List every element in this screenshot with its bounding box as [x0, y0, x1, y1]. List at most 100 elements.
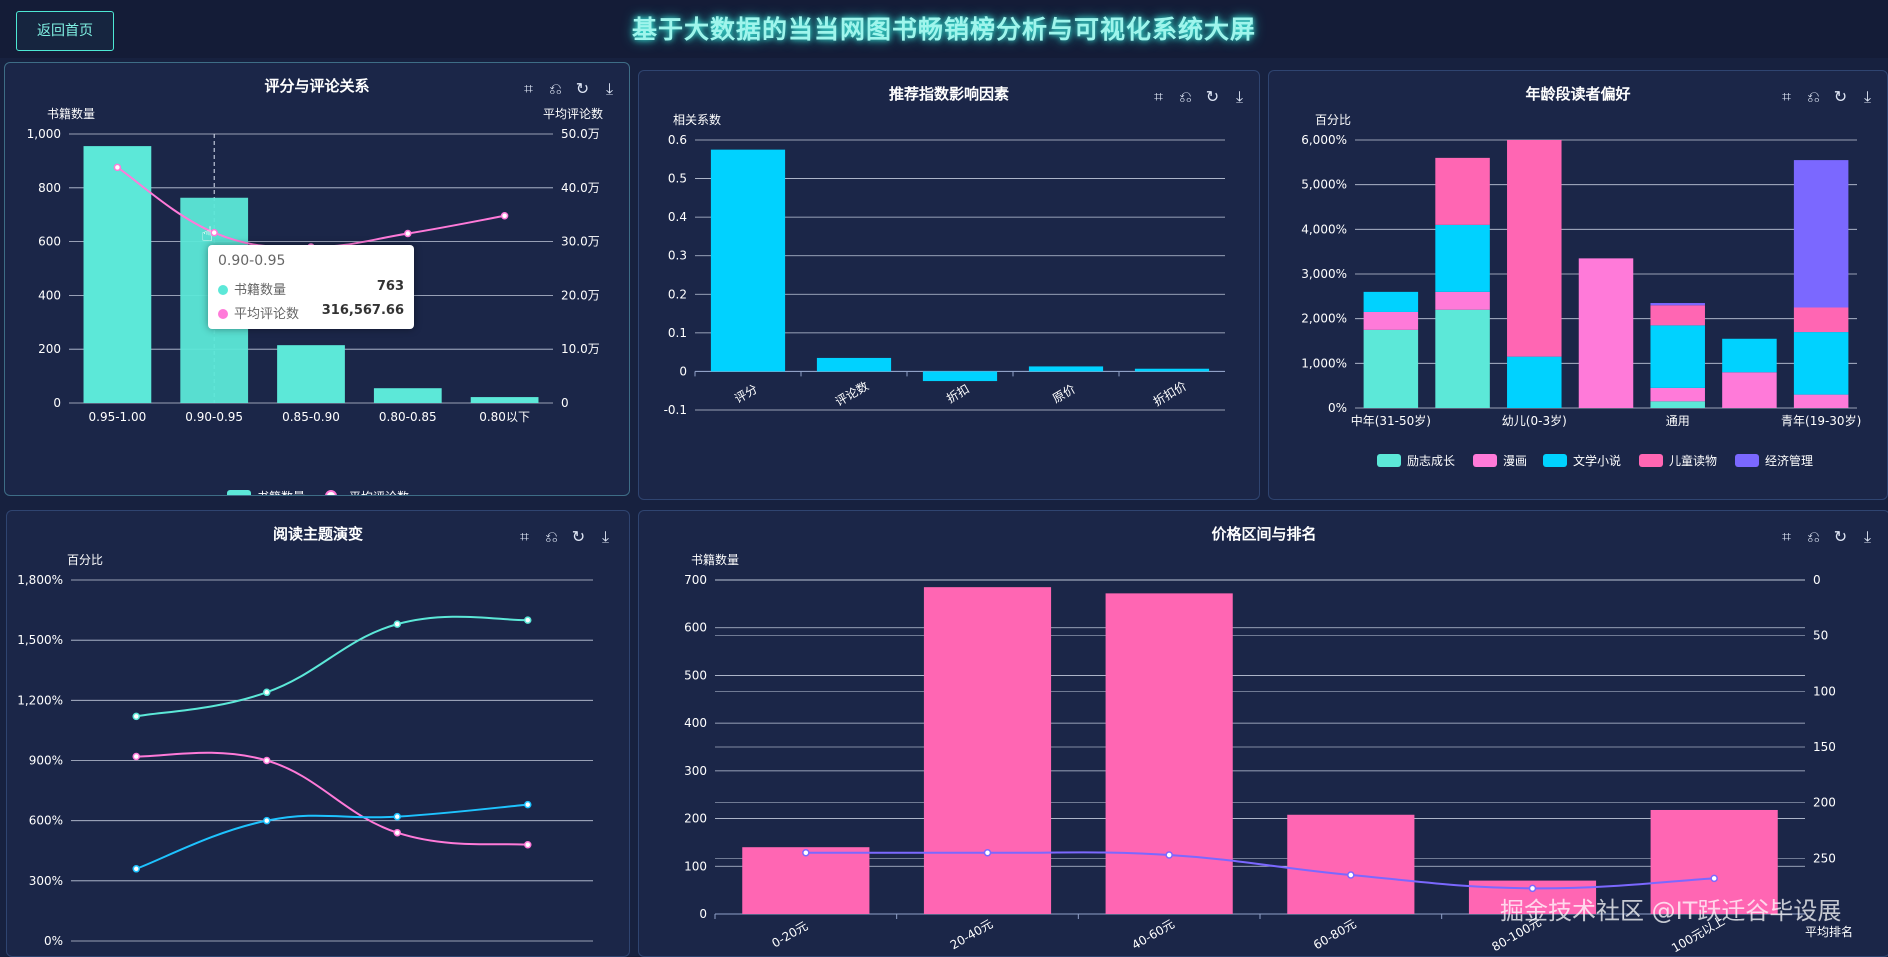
back-home-button[interactable]: 返回首页: [16, 11, 114, 51]
age-chart: 0% 1,000% 2,000% 3,000% 4,000% 5,000% 6,000% 百分…: [1301, 113, 1861, 468]
stacked-bar-segment: [1650, 387, 1705, 402]
x-tick-label: 20-40元: [948, 917, 996, 953]
tooltip-row: 平均评论数 316,567.66: [218, 303, 404, 322]
download-icon[interactable]: ⤓: [601, 527, 610, 546]
bar: [1287, 814, 1415, 914]
restore-icon[interactable]: ↻: [1205, 87, 1220, 106]
legend-label: 漫画: [1503, 454, 1527, 468]
zoom-icon[interactable]: ⌗: [1153, 87, 1163, 106]
line-point: [524, 800, 532, 809]
y-tick-label: 1,500%: [17, 633, 63, 647]
zoom-icon[interactable]: ⌗: [523, 79, 533, 98]
line-point: [524, 616, 532, 624]
y-tick-label: 900%: [29, 754, 63, 768]
legend-label: 儿童读物: [1669, 453, 1717, 468]
tooltip-dot: [218, 285, 228, 295]
y-tick-label: 1,800%: [17, 573, 63, 587]
panel-factors: 推荐指数影响因素 ⌗ ⎌ ↻ ⤓ -0.1 0 0.1 0.2 0.3 0.4 0.5 0.6 相关系…: [638, 70, 1260, 500]
series-line: [116, 166, 505, 248]
chart-title: 价格区间与排名: [1211, 525, 1317, 543]
line-point: [524, 840, 532, 849]
y-tick-label: 700: [684, 573, 707, 587]
download-icon[interactable]: ⤓: [1863, 527, 1872, 546]
zoom-reset-icon[interactable]: ⎌: [545, 527, 558, 546]
line-point: [1710, 874, 1718, 883]
tooltip-label: 平均评论数: [234, 307, 300, 322]
stacked-bar-segment: [1793, 394, 1849, 408]
zoom-icon[interactable]: ⌗: [1781, 527, 1791, 546]
stacked-bar-segment: [1363, 311, 1419, 330]
line-point: [263, 688, 271, 697]
line-point: [210, 228, 218, 237]
y-axis-label: 百分比: [1315, 113, 1351, 127]
y-axis-label: 百分比: [67, 553, 103, 567]
y-right-tick-label: 20.0万: [561, 288, 600, 302]
stacked-bar-segment: [1578, 258, 1634, 408]
stacked-bar-segment: [1722, 338, 1777, 373]
line-point: [500, 212, 509, 220]
line-point: [393, 812, 401, 821]
zoom-reset-icon[interactable]: ⎌: [1179, 87, 1192, 106]
x-tick-label: 0-20元: [769, 919, 810, 951]
y-tick-label: 3,000%: [1301, 267, 1347, 281]
watermark: 掘金技术社区 @IT跃迁谷毕设展: [1500, 897, 1842, 925]
top-bar: [0, 0, 1888, 58]
x-tick-label: 评分: [732, 382, 760, 406]
series-line: [136, 751, 528, 846]
theme-chart: 0% 300% 600% 900% 1,200% 1,500% 1,800% 百分比: [17, 553, 593, 948]
chart-toolbox: ⌗ ⎌ ↻ ⤓: [1777, 527, 1877, 547]
y-right-tick-label: 30.0万: [561, 235, 600, 249]
y-tick-label: 800: [38, 181, 61, 195]
restore-icon[interactable]: ↻: [1833, 527, 1848, 546]
restore-icon[interactable]: ↻: [1833, 87, 1848, 106]
y-tick-label: 0.3: [668, 249, 687, 263]
y-tick-label: 1,000: [27, 127, 61, 141]
bar: [710, 149, 786, 372]
download-icon[interactable]: ⤓: [1235, 87, 1244, 106]
zoom-icon[interactable]: ⌗: [519, 527, 529, 546]
panel-age: 年龄段读者偏好 ⌗ ⎌ ↻ ⤓ 0% 1,000% 2,000% 3,000% 4,000% 5…: [1268, 70, 1888, 500]
restore-icon[interactable]: ↻: [571, 527, 586, 546]
zoom-reset-icon[interactable]: ⎌: [1807, 527, 1820, 546]
stacked-bar-segment: [1435, 224, 1490, 292]
download-icon[interactable]: ⤓: [605, 79, 614, 98]
zoom-reset-icon[interactable]: ⎌: [1807, 87, 1820, 106]
page-title: 基于大数据的当当网图书畅销榜分析与可视化系统大屏: [631, 15, 1256, 44]
y-tick-label: 600: [38, 235, 61, 249]
x-tick-label: 中年(31-50岁): [1351, 413, 1431, 428]
y-tick-label: 200: [684, 812, 707, 826]
y-tick-label: 5,000%: [1301, 178, 1347, 192]
zoom-reset-icon[interactable]: ⎌: [549, 79, 562, 98]
y-right-tick-label: 0: [561, 396, 569, 410]
line-point: [113, 163, 122, 172]
chart-toolbox: ⌗ ⎌ ↻ ⤓: [1149, 87, 1249, 107]
chart-title: 阅读主题演变: [272, 525, 363, 543]
zoom-icon[interactable]: ⌗: [1781, 87, 1791, 106]
stacked-bar-segment: [1435, 157, 1490, 225]
line-point: [263, 756, 271, 765]
y-tick-label: 0: [699, 907, 707, 921]
y-right-tick-label: 50: [1813, 629, 1828, 643]
download-icon[interactable]: ⤓: [1863, 87, 1872, 106]
y-tick-label: 0%: [44, 934, 63, 948]
x-tick-label: 青年(19-30岁): [1781, 413, 1861, 428]
chart-title: 推荐指数影响因素: [888, 85, 1009, 103]
legend-swatch: [1377, 454, 1401, 467]
y-right-tick-label: 200: [1813, 796, 1836, 810]
line-point: [393, 620, 401, 628]
tooltip-row: 书籍数量 763: [218, 279, 404, 298]
stacked-bar-segment: [1363, 291, 1419, 312]
y-tick-label: 400: [38, 288, 61, 302]
y-right-tick-label: 50.0万: [561, 127, 600, 141]
y-tick-label: -0.1: [664, 403, 687, 417]
restore-icon[interactable]: ↻: [575, 79, 590, 98]
chart-toolbox: ⌗ ⎌ ↻ ⤓: [1777, 87, 1877, 107]
line-point: [393, 828, 401, 837]
panel-theme: 阅读主题演变 ⌗ ⎌ ↻ ⤓ 0% 300% 600% 900% 1,200% 1,500% 1,…: [6, 510, 630, 957]
stacked-bar-segment: [1793, 160, 1849, 308]
tooltip-label: 书籍数量: [234, 283, 287, 298]
chart-tooltip: 0.90-0.95 书籍数量 763 平均评论数 316,567.66: [208, 245, 414, 329]
y-tick-label: 0%: [1328, 401, 1347, 415]
x-tick-label: 0.80以下: [479, 410, 530, 424]
y-tick-label: 0.5: [668, 172, 687, 186]
